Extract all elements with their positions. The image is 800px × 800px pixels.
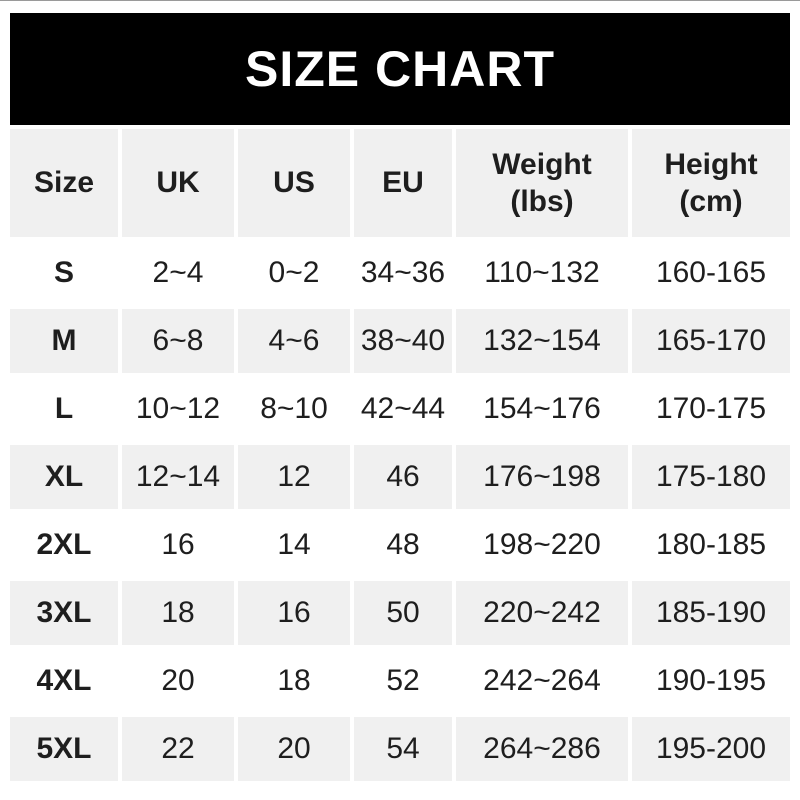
cell-us: 12 <box>238 445 350 509</box>
table-row: 4XL 20 18 52 242~264 190-195 <box>10 649 790 713</box>
cell-us: 18 <box>238 649 350 713</box>
cell-size: L <box>10 377 118 441</box>
title-banner: SIZE CHART <box>10 13 790 125</box>
cell-uk: 6~8 <box>122 309 234 373</box>
table-row: M 6~8 4~6 38~40 132~154 165-170 <box>10 309 790 373</box>
cell-uk: 10~12 <box>122 377 234 441</box>
table-header-row: Size UK US EU Weight (lbs) Height (cm) <box>10 129 790 237</box>
cell-uk: 20 <box>122 649 234 713</box>
cell-height: 185-190 <box>632 581 790 645</box>
cell-eu: 48 <box>354 513 452 577</box>
cell-uk: 2~4 <box>122 241 234 305</box>
cell-weight: 198~220 <box>456 513 628 577</box>
cell-us: 16 <box>238 581 350 645</box>
cell-size: XL <box>10 445 118 509</box>
table-row: 3XL 18 16 50 220~242 185-190 <box>10 581 790 645</box>
cell-height: 190-195 <box>632 649 790 713</box>
cell-weight: 220~242 <box>456 581 628 645</box>
cell-height: 180-185 <box>632 513 790 577</box>
cell-size: 2XL <box>10 513 118 577</box>
table-row: S 2~4 0~2 34~36 110~132 160-165 <box>10 241 790 305</box>
size-table: Size UK US EU Weight (lbs) Height (cm) S… <box>10 129 790 781</box>
cell-size: M <box>10 309 118 373</box>
cell-weight: 176~198 <box>456 445 628 509</box>
cell-eu: 50 <box>354 581 452 645</box>
cell-eu: 38~40 <box>354 309 452 373</box>
header-cell-us: US <box>238 129 350 237</box>
cell-uk: 18 <box>122 581 234 645</box>
cell-size: 4XL <box>10 649 118 713</box>
table-row: L 10~12 8~10 42~44 154~176 170-175 <box>10 377 790 441</box>
cell-height: 195-200 <box>632 717 790 781</box>
cell-weight: 264~286 <box>456 717 628 781</box>
header-cell-height: Height (cm) <box>632 129 790 237</box>
cell-us: 14 <box>238 513 350 577</box>
cell-eu: 54 <box>354 717 452 781</box>
header-cell-size: Size <box>10 129 118 237</box>
cell-weight: 132~154 <box>456 309 628 373</box>
cell-weight: 110~132 <box>456 241 628 305</box>
cell-eu: 52 <box>354 649 452 713</box>
header-cell-uk: UK <box>122 129 234 237</box>
cell-uk: 12~14 <box>122 445 234 509</box>
cell-size: 5XL <box>10 717 118 781</box>
cell-height: 175-180 <box>632 445 790 509</box>
header-cell-weight: Weight (lbs) <box>456 129 628 237</box>
page-title: SIZE CHART <box>245 41 555 97</box>
cell-size: S <box>10 241 118 305</box>
cell-eu: 34~36 <box>354 241 452 305</box>
table-row: XL 12~14 12 46 176~198 175-180 <box>10 445 790 509</box>
cell-size: 3XL <box>10 581 118 645</box>
cell-us: 8~10 <box>238 377 350 441</box>
table-row: 2XL 16 14 48 198~220 180-185 <box>10 513 790 577</box>
cell-uk: 22 <box>122 717 234 781</box>
header-cell-eu: EU <box>354 129 452 237</box>
cell-eu: 42~44 <box>354 377 452 441</box>
cell-height: 170-175 <box>632 377 790 441</box>
cell-weight: 154~176 <box>456 377 628 441</box>
cell-us: 4~6 <box>238 309 350 373</box>
cell-height: 165-170 <box>632 309 790 373</box>
cell-us: 0~2 <box>238 241 350 305</box>
cell-uk: 16 <box>122 513 234 577</box>
cell-height: 160-165 <box>632 241 790 305</box>
cell-eu: 46 <box>354 445 452 509</box>
table-row: 5XL 22 20 54 264~286 195-200 <box>10 717 790 781</box>
cell-weight: 242~264 <box>456 649 628 713</box>
cell-us: 20 <box>238 717 350 781</box>
